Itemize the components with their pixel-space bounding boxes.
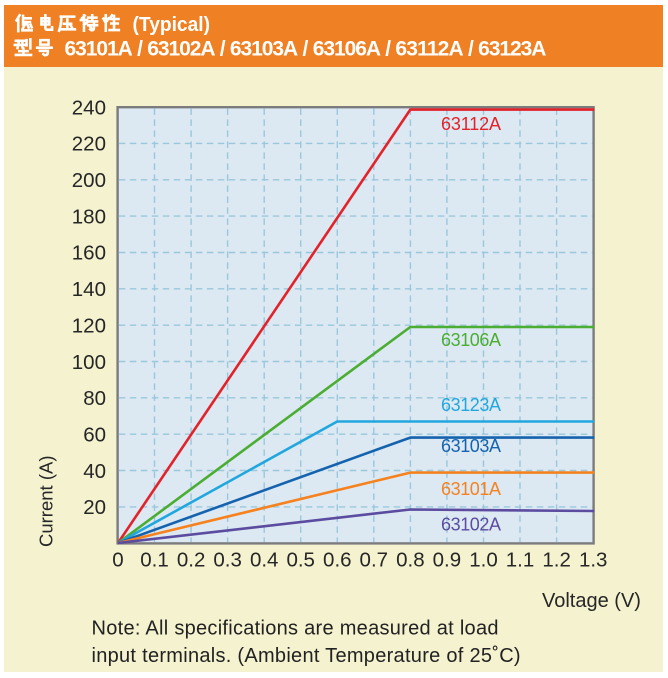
svg-text:160: 160 (72, 242, 106, 265)
svg-text:63103A: 63103A (230, 38, 298, 61)
svg-text:0.9: 0.9 (433, 549, 462, 572)
svg-text:140: 140 (72, 278, 106, 301)
svg-text:63101A: 63101A (65, 38, 133, 61)
svg-text:Voltage (V): Voltage (V) (542, 590, 641, 612)
svg-text:63103A: 63103A (441, 436, 501, 456)
svg-text:Current (A): Current (A) (36, 456, 57, 548)
svg-text:200: 200 (72, 169, 106, 192)
svg-text:0: 0 (112, 549, 123, 572)
svg-text:Note: All specifications are m: Note: All specifications are measured at… (92, 618, 499, 640)
svg-text:63102A: 63102A (147, 38, 215, 61)
svg-text:80: 80 (83, 387, 106, 410)
svg-text:/: / (302, 38, 308, 61)
svg-text:/: / (137, 38, 143, 61)
svg-text:1.3: 1.3 (579, 549, 608, 572)
svg-text:240: 240 (72, 96, 106, 119)
svg-text:input terminals. (Ambient Temp: input terminals. (Ambient Temperature of… (92, 645, 521, 667)
svg-text:63112A: 63112A (441, 114, 501, 134)
svg-text:0.7: 0.7 (360, 549, 389, 572)
svg-text:63106A: 63106A (441, 330, 501, 350)
svg-text:0.4: 0.4 (250, 549, 279, 572)
svg-text:(Typical): (Typical) (133, 14, 211, 36)
svg-text:0.2: 0.2 (177, 549, 206, 572)
svg-text:/: / (468, 38, 474, 61)
svg-text:180: 180 (72, 205, 106, 228)
svg-text:40: 40 (83, 460, 106, 483)
svg-text:220: 220 (72, 133, 106, 156)
svg-text:63123A: 63123A (478, 38, 546, 61)
svg-text:0.5: 0.5 (286, 549, 315, 572)
svg-text:1.2: 1.2 (542, 549, 571, 572)
svg-text:1.1: 1.1 (506, 549, 535, 572)
svg-text:20: 20 (83, 496, 106, 519)
svg-text:0.8: 0.8 (396, 549, 425, 572)
svg-text:120: 120 (72, 314, 106, 337)
svg-text:0.3: 0.3 (213, 549, 242, 572)
svg-text:63112A: 63112A (395, 38, 463, 61)
svg-text:/: / (385, 38, 391, 61)
svg-text:/: / (220, 38, 226, 61)
svg-text:0.6: 0.6 (323, 549, 352, 572)
svg-text:0.1: 0.1 (140, 549, 169, 572)
svg-text:100: 100 (72, 351, 106, 374)
svg-text:63101A: 63101A (441, 479, 501, 499)
svg-text:63106A: 63106A (313, 38, 381, 61)
svg-text:1.0: 1.0 (469, 549, 498, 572)
svg-text:63123A: 63123A (441, 395, 501, 415)
svg-text:63102A: 63102A (441, 515, 501, 535)
svg-text:60: 60 (83, 423, 106, 446)
